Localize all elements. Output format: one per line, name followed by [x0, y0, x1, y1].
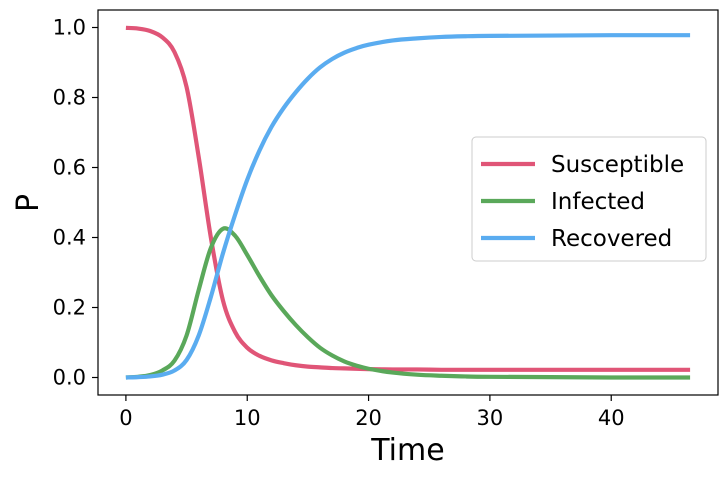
plot-area	[97, 9, 719, 396]
y-axis: 0.0 0.2 0.4 0.6 0.8 1.0	[53, 16, 98, 390]
legend-label-recovered: Recovered	[551, 226, 672, 252]
x-tick-label: 0	[119, 406, 132, 430]
series-line-susceptible	[125, 25, 691, 372]
legend-label-infected: Infected	[551, 189, 645, 215]
plot-frame	[97, 9, 719, 396]
series-line-recovered	[125, 33, 691, 380]
y-tick-label: 0.2	[53, 296, 86, 320]
series-line-infected	[125, 226, 691, 380]
series-layer	[125, 25, 691, 380]
x-tick-label: 20	[355, 406, 382, 430]
x-tick-label: 30	[477, 406, 504, 430]
legend-label-susceptible: Susceptible	[551, 152, 684, 178]
y-tick-label: 0.8	[53, 86, 86, 110]
y-tick-label: 0.6	[53, 156, 86, 180]
legend: Susceptible Infected Recovered	[471, 136, 707, 262]
legend-box	[471, 136, 707, 262]
y-tick-label: 0.0	[53, 366, 86, 390]
y-tick-label: 0.4	[53, 226, 86, 250]
x-axis: 0 10 20 30 40	[119, 395, 625, 430]
y-axis-label: P	[11, 194, 46, 212]
y-tick-label: 1.0	[53, 16, 86, 40]
x-tick-label: 10	[234, 406, 261, 430]
x-tick-label: 40	[598, 406, 625, 430]
x-axis-label: Time	[370, 433, 444, 468]
